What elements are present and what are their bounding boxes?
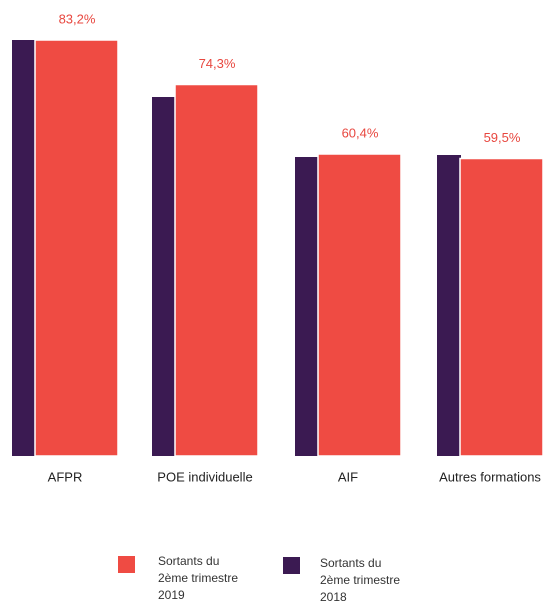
x-tick-label: AIF [338,469,358,484]
x-tick-label: AFPR [48,469,83,484]
value-label: 83,2% [59,11,96,26]
bar [152,97,176,456]
value-label: 59,5% [484,130,521,145]
value-label: 60,4% [342,125,379,140]
bar [174,83,259,457]
bar [459,157,544,457]
legend-label: Sortants du 2ème trimestre 2019 [158,554,239,602]
bar [295,157,319,456]
x-tick-label: POE individuelle [157,469,252,484]
bar [437,155,461,456]
x-tick-label: Autres formations [439,469,541,484]
chart: 83,2% AFPR 74,3% POE individuelle 60,4% AIF 59… [12,11,544,484]
legend-swatch [118,556,135,573]
bar [12,40,36,456]
bar [34,39,119,457]
value-label: 74,3% [199,56,236,71]
legend-label: Sortants du 2ème trimestre 2018 [320,556,401,604]
legend-swatch [283,557,300,574]
bar [317,153,402,457]
